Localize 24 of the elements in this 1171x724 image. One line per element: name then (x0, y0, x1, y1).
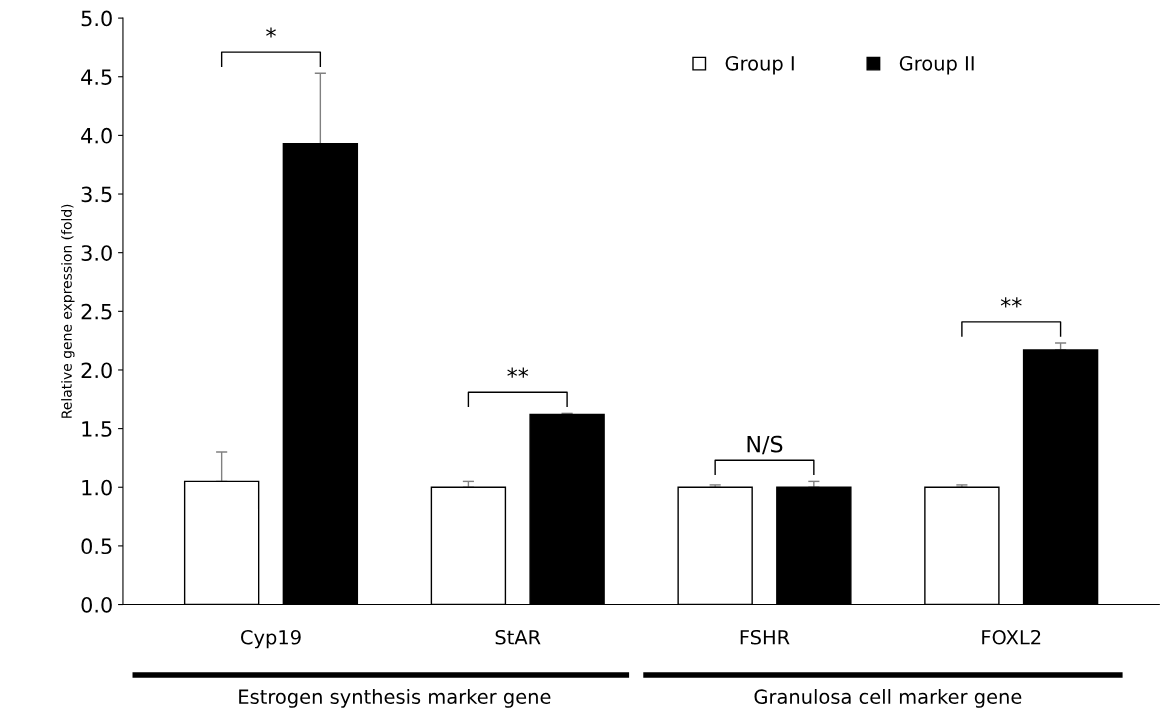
y-tick-label: 0.0 (81, 596, 112, 613)
y-tick-label: 1.0 (82, 479, 112, 496)
x-tick-label: Cyp19 (241, 629, 301, 649)
y-tick-label: 5.0 (81, 10, 112, 27)
text: Granulosa cell marker gene (754, 688, 1022, 708)
annotation: ** (1000, 297, 1022, 308)
annotation: ** (507, 367, 529, 378)
y-tick-label: 4.5 (81, 69, 112, 85)
text: Estrogen synthesis marker gene (239, 688, 551, 708)
x-tick-label: FOXL2 (982, 629, 1041, 645)
y-tick-label: 3.0 (81, 245, 112, 261)
y-tick-label: 2.5 (81, 303, 112, 320)
x-tick-label: FSHR (740, 629, 790, 645)
x-tick-label: StAR (495, 629, 541, 645)
annotation: * (266, 27, 276, 38)
legend-label: Group II (899, 55, 974, 75)
annotation: N/S (747, 435, 783, 455)
y-tick-label: 0.5 (81, 538, 112, 555)
y-tick-label: 2.0 (81, 362, 112, 379)
y-tick-label: 1.5 (82, 421, 112, 437)
y-tick-label: 3.5 (81, 186, 112, 203)
y-tick-label: 4.0 (81, 127, 112, 144)
y-axis-title: Relative gene expression (fold) (61, 204, 75, 418)
legend-label: Group I (725, 55, 794, 75)
